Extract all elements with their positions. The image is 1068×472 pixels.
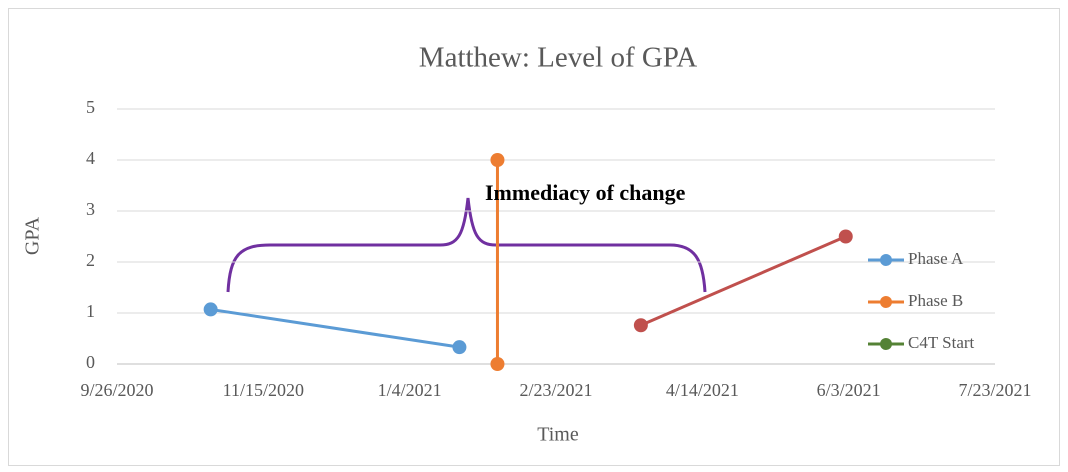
legend-entry: C4T Start bbox=[868, 333, 975, 352]
legend-entry: Phase A bbox=[868, 249, 964, 268]
plot-area: 0 1 2 3 4 5 9/26/2020 11/15/2020 1/4/2021 2/23/20… bbox=[80, 97, 1031, 400]
data-point bbox=[490, 153, 505, 167]
data-point bbox=[490, 357, 505, 371]
y-tick-label: 4 bbox=[86, 148, 95, 168]
x-tick-label: 4/14/2021 bbox=[666, 380, 739, 400]
y-tick-label: 3 bbox=[86, 199, 95, 219]
brace bbox=[226, 197, 707, 293]
x-tick-label: 1/4/2021 bbox=[378, 380, 442, 400]
y-axis-label: GPA bbox=[22, 216, 44, 255]
legend-entry: Phase B bbox=[868, 291, 963, 310]
x-tick-label: 6/3/2021 bbox=[817, 380, 881, 400]
annotation: Immediacy of change bbox=[485, 180, 686, 205]
legend-label: C4T Start bbox=[908, 333, 975, 352]
x-tick-label: 9/26/2020 bbox=[80, 380, 153, 400]
y-tick-label: 0 bbox=[86, 352, 95, 372]
x-tick-label: 7/23/2021 bbox=[958, 380, 1031, 400]
legend-marker bbox=[880, 254, 892, 266]
y-tick-label: 1 bbox=[86, 301, 95, 321]
x-tick-label: 2/23/2021 bbox=[519, 380, 592, 400]
data-point bbox=[203, 302, 218, 317]
legend-label: Phase B bbox=[908, 291, 963, 310]
chart-border bbox=[8, 8, 1060, 466]
chart-title: Matthew: Level of GPA bbox=[419, 42, 697, 74]
legend-label: Phase A bbox=[908, 249, 964, 268]
data-point bbox=[452, 340, 467, 355]
y-tick-label: 2 bbox=[86, 250, 95, 270]
y-tick-label: 5 bbox=[86, 97, 95, 117]
data-point bbox=[838, 229, 853, 244]
x-axis-label: Time bbox=[537, 424, 579, 446]
series-line bbox=[210, 307, 460, 349]
data-point bbox=[633, 318, 648, 333]
series-line bbox=[640, 235, 847, 327]
legend-marker bbox=[880, 296, 892, 308]
x-tick-label: 11/15/2020 bbox=[223, 380, 304, 400]
legend-marker bbox=[880, 338, 892, 350]
